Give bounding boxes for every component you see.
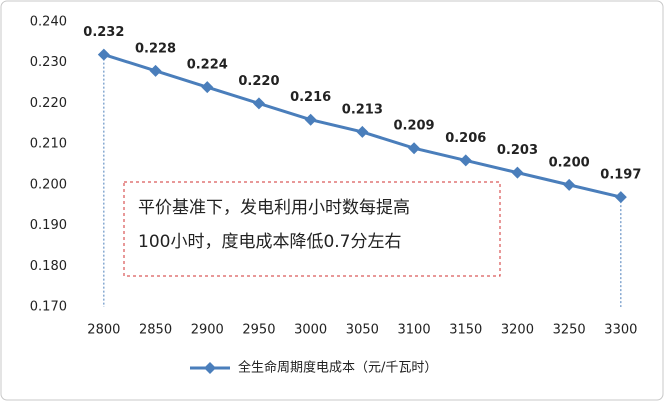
data-label: 0.197 (600, 168, 641, 183)
annotation-line: 平价基准下，发电利用小时数每提高 (138, 198, 410, 218)
point-marker (563, 178, 576, 191)
y-tick-label: 0.190 (30, 218, 67, 233)
point-marker (149, 64, 162, 77)
point-marker (252, 97, 265, 110)
point-marker (614, 191, 627, 204)
point-marker (97, 48, 110, 61)
x-tick-label: 2850 (139, 323, 172, 338)
x-tick-label: 3300 (604, 323, 637, 338)
x-tick-label: 3050 (346, 323, 379, 338)
y-tick-label: 0.200 (30, 177, 67, 192)
x-tick-label: 2950 (242, 323, 275, 338)
x-tick-label: 3100 (398, 323, 431, 338)
annotation-line: 100小时，度电成本降低0.7分左右 (138, 232, 401, 252)
annotation-box (123, 181, 501, 277)
x-tick-label: 2900 (191, 323, 224, 338)
data-label: 0.209 (393, 119, 434, 134)
x-tick-label: 3250 (553, 323, 586, 338)
y-tick-label: 0.170 (30, 300, 67, 315)
point-marker (356, 125, 369, 138)
point-marker (201, 81, 214, 94)
data-label: 0.220 (238, 74, 279, 89)
data-label: 0.213 (342, 102, 383, 117)
x-tick-label: 3000 (294, 323, 327, 338)
point-marker (511, 166, 524, 179)
point-marker (304, 113, 317, 126)
y-tick-label: 0.230 (30, 55, 67, 70)
data-label: 0.200 (549, 155, 590, 170)
data-label: 0.206 (445, 131, 486, 146)
data-label: 0.203 (497, 143, 538, 158)
y-tick-label: 0.180 (30, 259, 67, 274)
y-tick-label: 0.240 (30, 15, 67, 30)
legend-marker (204, 362, 216, 374)
x-tick-label: 3150 (449, 323, 482, 338)
data-label: 0.216 (290, 90, 331, 105)
x-tick-label: 2800 (87, 323, 120, 338)
data-label: 0.224 (187, 58, 228, 73)
y-tick-label: 0.210 (30, 137, 67, 152)
legend-label: 全生命周期度电成本（元/千瓦时） (238, 360, 437, 376)
data-label: 0.228 (135, 41, 176, 56)
data-label: 0.232 (83, 25, 124, 40)
x-tick-label: 3200 (501, 323, 534, 338)
y-tick-label: 0.220 (30, 96, 67, 111)
point-marker (408, 142, 421, 155)
point-marker (459, 154, 472, 167)
